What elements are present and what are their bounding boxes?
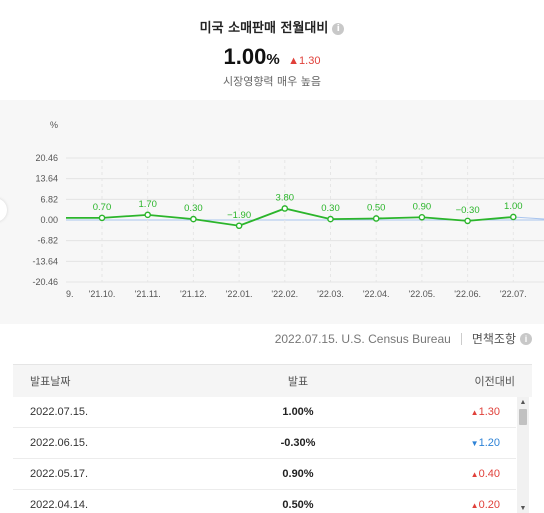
scroll-thumb[interactable] [519,409,527,425]
triangle-up-icon: ▲ [470,470,479,479]
row-date: 2022.06.15. [30,437,89,449]
table-body: 2022.07.15. 1.00% ▲1.30 2022.06.15. -0.30% ▼1… [13,397,532,513]
divider [460,332,462,345]
x-tick-label: '22.05. [409,289,436,299]
row-prev-value: 0.20 [478,499,500,511]
market-impact: 시장영향력 매우 높음 [222,75,322,88]
info-icon[interactable]: i [332,22,345,35]
data-point [372,215,380,222]
data-label: −1.90 [227,210,251,221]
indicator-delta-value: 1.30 [299,55,321,67]
header-date: 발표날짜 [30,375,71,388]
data-point [98,214,106,222]
x-tick-label: '22.03. [317,289,344,299]
y-axis-unit: % [50,120,58,130]
info-icon[interactable]: i [520,332,532,345]
row-prev: ▲0.20 [383,499,516,511]
row-date: 2022.07.15. [30,406,89,418]
indicator-delta: ▲1.30 [288,55,320,67]
data-point [418,213,426,221]
header-prev: 이전대비 [474,375,515,388]
data-point [144,211,151,219]
row-prev-value: 1.20 [478,437,500,449]
x-tick-label: '21.11. [135,289,161,299]
y-tick-label: 13.64 [35,174,58,184]
x-tick-label: '22.06. [454,289,481,299]
row-prev: ▼1.20 [383,437,516,449]
scroll-down-arrow-icon[interactable]: ▼ [519,504,527,512]
y-tick-label: -13.64 [32,256,58,266]
line-chart-svg: % 20.46 13.64 6.82 0.00 -6.82 -13.64 -20.46 9. '2… [32,120,544,299]
table-row: 2022.06.15. -0.30% ▼1.20 [13,428,516,459]
indicator-header: 미국 소매판매 전월대비 i 1.00% ▲1.30 시장영향력 매우 높음 [0,0,544,100]
indicator-title: 미국 소매판매 전월대비 [199,21,329,36]
data-point [327,215,334,223]
data-point [235,222,243,230]
data-label: 0.30 [321,203,340,214]
data-label: 0.50 [367,202,386,213]
row-value: 0.50% [282,499,314,511]
indicator-value-row: 1.00% ▲1.30 [0,44,544,70]
row-prev-value: 0.40 [478,468,500,480]
row-value: 1.00% [282,406,314,418]
indicator-title-row: 미국 소매판매 전월대비 i [0,17,544,36]
source-text: 2022.07.15. U.S. Census Bureau [274,331,451,346]
table-row: 2022.04.14. 0.50% ▲0.20 [13,490,516,513]
y-tick-label: 6.82 [40,194,58,204]
table-row: 2022.07.15. 1.00% ▲1.30 [13,397,516,428]
row-date: 2022.04.14. [30,499,89,511]
data-label: 1.70 [138,199,157,210]
source-row: 2022.07.15. U.S. Census Bureau 면책조항 i [275,330,532,347]
disclaimer-link[interactable]: 면책조항 [471,332,516,346]
row-date: 2022.05.17. [30,468,89,480]
indicator-value: 1.00 [223,44,267,69]
data-point [281,205,289,212]
data-point [190,215,197,223]
row-value: 0.90% [282,468,314,480]
row-prev-value: 1.30 [478,406,500,418]
x-tick-label: '22.01. [226,289,253,299]
release-table: 발표날짜 발표 이전대비 2022.07.15. 1.00% ▲1.30 2022.0… [13,364,532,513]
data-label: 0.30 [184,203,203,214]
y-tick-label: -6.82 [37,236,58,246]
header-value: 발표 [287,375,309,388]
x-tick-label: '22.07. [500,289,527,299]
row-prev: ▲0.40 [383,468,516,480]
y-tick-label: -20.46 [32,277,58,287]
x-tick-label-partial: 9. [66,289,74,299]
series-tail [513,216,544,220]
x-tick-label: '22.04. [363,289,390,299]
data-label: 1.00 [504,201,523,212]
table-row: 2022.05.17. 0.90% ▲0.40 [13,459,516,490]
data-point [509,213,517,221]
x-tick-label: '22.02. [271,289,298,299]
scroll-up-arrow-icon[interactable]: ▲ [519,398,527,406]
series-line [66,207,514,227]
data-label: −0.30 [456,205,480,216]
data-label: 3.80 [276,192,295,203]
row-prev: ▲1.30 [383,406,516,418]
line-chart: % 20.46 13.64 6.82 0.00 -6.82 -13.64 -20.46 9. '2… [0,100,544,324]
triangle-up-icon: ▲ [470,501,479,510]
data-point [464,217,471,225]
table-scrollbar[interactable]: ▲ ▼ [517,397,529,513]
row-value: -0.30% [280,437,316,449]
data-label: 0.90 [413,201,432,212]
y-tick-label: 20.46 [35,153,58,163]
triangle-down-icon: ▼ [470,439,479,448]
data-label: 0.70 [93,202,112,213]
y-tick-label: 0.00 [40,215,58,225]
x-tick-label: '21.10. [89,289,116,299]
table-header: 발표날짜 발표 이전대비 [13,364,532,397]
indicator-unit: % [266,51,280,68]
chart-scroll-handle[interactable] [0,198,7,222]
triangle-up-icon: ▲ [470,408,479,417]
x-tick-label: '21.12. [180,289,207,299]
triangle-up-icon: ▲ [288,55,300,67]
